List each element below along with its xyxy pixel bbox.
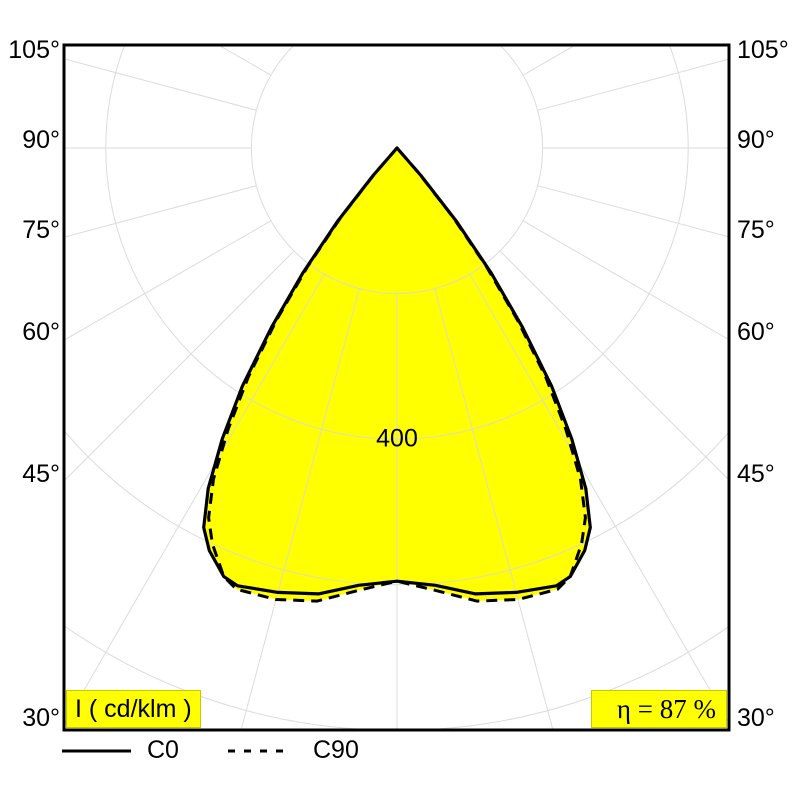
grid-spoke <box>64 58 257 111</box>
angle-label-right-75: 75° <box>737 216 775 244</box>
curve-c0 <box>202 146 592 596</box>
grid-spoke <box>240 288 360 730</box>
angle-label-right-60: 60° <box>737 318 775 346</box>
angle-label-left-45: 45° <box>22 460 60 488</box>
angle-label-right-45: 45° <box>737 460 775 488</box>
angle-label-left-60: 60° <box>22 318 60 346</box>
grid-spoke <box>64 273 325 726</box>
grid-spoke <box>64 250 295 482</box>
grid-spoke <box>64 220 272 341</box>
angle-label-left-105: 105° <box>8 36 60 64</box>
angle-label-left-90: 90° <box>22 126 60 154</box>
angle-label-left-30: 30° <box>22 704 60 732</box>
unit-label-box: I ( cd/klm ) <box>66 690 201 728</box>
grid-spoke <box>64 185 257 238</box>
intensity-curves <box>202 146 592 603</box>
grid-spoke <box>469 273 729 725</box>
curve-c90 <box>207 146 587 603</box>
efficiency-label-box: η = 87 % <box>591 690 727 728</box>
plot-frame <box>62 43 731 732</box>
radial-tick-label-400: 400 <box>376 424 418 453</box>
angle-label-right-30: 30° <box>737 704 775 732</box>
angle-label-right-90: 90° <box>737 126 775 154</box>
grid-spoke <box>434 288 554 730</box>
legend-c0-label: C0 <box>147 736 179 764</box>
legend-c90-label: C90 <box>313 736 359 764</box>
grid-spoke <box>499 250 729 481</box>
angle-label-right-105: 105° <box>737 36 789 64</box>
grid-spoke <box>537 185 729 238</box>
grid-spoke <box>522 220 729 341</box>
grid-spoke <box>537 58 729 111</box>
angle-label-left-75: 75° <box>22 216 60 244</box>
